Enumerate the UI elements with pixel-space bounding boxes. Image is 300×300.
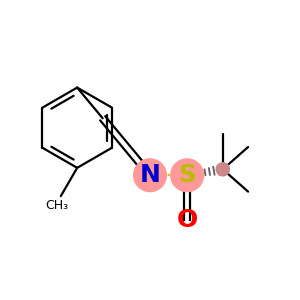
Text: CH₃: CH₃ [46,199,69,212]
Circle shape [216,163,230,176]
Circle shape [171,159,203,192]
Text: O: O [176,208,198,232]
Text: S: S [178,163,196,187]
Text: N: N [140,163,160,187]
Circle shape [134,159,166,192]
